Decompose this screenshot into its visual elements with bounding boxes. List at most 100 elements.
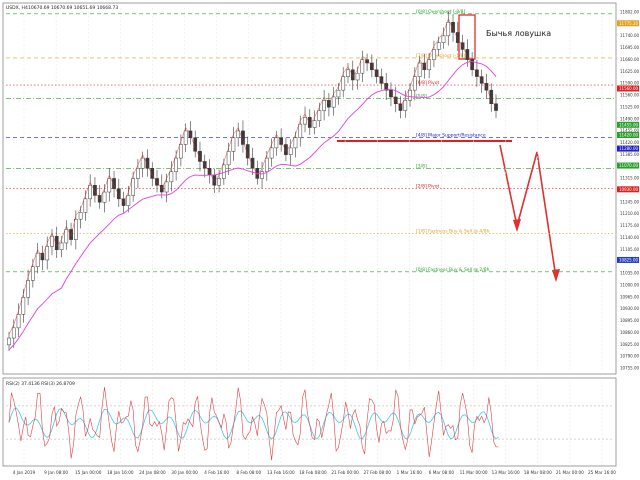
candle-body	[298, 123, 303, 138]
candle-body	[35, 252, 40, 267]
candle-body	[26, 280, 30, 298]
fib-level-label: [5/8]	[416, 94, 427, 100]
x-tick-label: 18 Mar 08:00	[524, 470, 552, 475]
y-tick-label: 11455.00	[620, 128, 640, 133]
candle-body	[412, 76, 417, 91]
candle-body	[116, 188, 121, 200]
candle-body	[260, 171, 264, 179]
x-tick-label: 4 Jan 2019	[13, 470, 36, 475]
candle-body	[274, 137, 279, 149]
candle-body	[236, 130, 241, 138]
candle-body	[198, 151, 202, 162]
y-tick-label: 11740.00	[620, 33, 640, 38]
zigzag-line	[8, 18, 497, 335]
x-tick-label: 27 Feb 08:00	[363, 470, 391, 475]
candle-body	[403, 100, 408, 111]
y-tick-label: 11000.00	[620, 282, 640, 287]
candle-body	[436, 42, 441, 50]
candle-body	[441, 35, 446, 43]
candle-body	[54, 235, 59, 251]
x-tick-label: 21 Mar 00:00	[556, 470, 584, 475]
x-tick-label: 11 Mar 00:00	[460, 470, 488, 475]
price-tag-bg	[617, 186, 639, 193]
candle-body	[11, 327, 16, 339]
candle-body	[427, 59, 432, 71]
candle-body	[169, 171, 174, 183]
candle-body	[16, 314, 21, 329]
candle-body	[245, 144, 250, 159]
candle-body	[231, 137, 236, 152]
candle-body	[408, 89, 412, 101]
candle-body	[102, 191, 107, 203]
y-tick-label: 10895.00	[620, 318, 640, 323]
y-tick-label: 11105.00	[620, 247, 640, 252]
x-tick-label: 9 Jan 08:00	[44, 470, 68, 475]
x-tick-label: 18 Feb 08:00	[299, 470, 327, 475]
x-tick-label: 4 Feb 16:00	[204, 470, 229, 475]
price-tag-text: 11560.00	[619, 86, 639, 91]
candle-body	[336, 89, 341, 98]
candle-body	[179, 144, 183, 159]
price-tag-text: 10930.00	[619, 187, 639, 192]
candle-body	[346, 69, 350, 77]
candle-body	[88, 184, 93, 200]
candle-body	[293, 137, 298, 149]
rsi-panel-frame	[2, 377, 617, 467]
forecast-arrow-head-2	[552, 269, 560, 282]
y-tick-label: 11802.00	[620, 10, 640, 15]
price-tag-bg	[617, 256, 639, 263]
candle-body	[288, 147, 293, 155]
candle-body	[317, 110, 322, 121]
candle-body	[73, 218, 78, 240]
candle-body	[226, 151, 231, 166]
candle-body	[69, 229, 73, 240]
candle-body	[145, 157, 150, 169]
y-tick-label: 11660.00	[620, 57, 640, 62]
y-tick-label: 11140.00	[620, 235, 640, 240]
y-tick-label: 11490.00	[620, 116, 640, 121]
y-tick-label: 10965.00	[620, 294, 640, 299]
y-tick-label: 10860.00	[620, 330, 640, 335]
candle-body	[322, 100, 326, 111]
header-symbol: USDX, H4	[6, 5, 28, 11]
x-tick-label: 1 Mar 16:00	[397, 470, 423, 475]
price-tag-bg	[617, 162, 639, 169]
rsi-label: RSI(2) 37.4136 RSI(3) 26.8709	[6, 381, 75, 387]
candle-body	[494, 103, 498, 111]
header-ohlc: 10670.69 10670.69 10651.69 10668.73	[28, 5, 118, 11]
candle-body	[140, 157, 145, 169]
candle-body	[78, 212, 83, 220]
candle-body	[193, 137, 198, 152]
candle-body	[432, 49, 436, 60]
x-tick-label: 18 Jan 16:00	[107, 470, 134, 475]
y-tick-label: 11315.00	[620, 176, 640, 181]
candle-body	[7, 337, 11, 346]
candle-body	[83, 198, 88, 213]
y-tick-label: 11035.00	[620, 271, 640, 276]
candle-body	[250, 157, 255, 169]
y-tick-label: 11175.00	[620, 223, 640, 228]
fib-level-label: [7/8] Overshoot (-1/8)	[416, 53, 466, 59]
y-tick-label: 11245.00	[620, 199, 640, 204]
x-tick-label: 30 Jan 00:00	[171, 470, 198, 475]
x-tick-label: 15 Jan 00:00	[75, 470, 102, 475]
forecast-arrow-path	[499, 144, 557, 279]
candle-body	[451, 22, 455, 33]
candle-body	[174, 157, 178, 172]
y-tick-label: 11590.00	[620, 81, 640, 86]
candle-body	[217, 178, 221, 186]
y-tick-label: 11525.00	[620, 104, 640, 109]
candle-body	[131, 178, 135, 196]
candle-body	[417, 62, 422, 77]
rsi-fast-line	[8, 387, 499, 461]
candle-body	[241, 130, 245, 145]
y-tick-label: 10930.00	[620, 306, 640, 311]
candle-body	[107, 178, 112, 193]
candle-body	[489, 89, 494, 105]
y-tick-label: 11625.00	[620, 69, 640, 74]
candle-body	[307, 117, 312, 128]
candle-body	[126, 195, 131, 206]
price-tag-text: 11070.00	[619, 163, 639, 168]
candle-body	[59, 242, 64, 251]
candle-body	[150, 168, 155, 179]
